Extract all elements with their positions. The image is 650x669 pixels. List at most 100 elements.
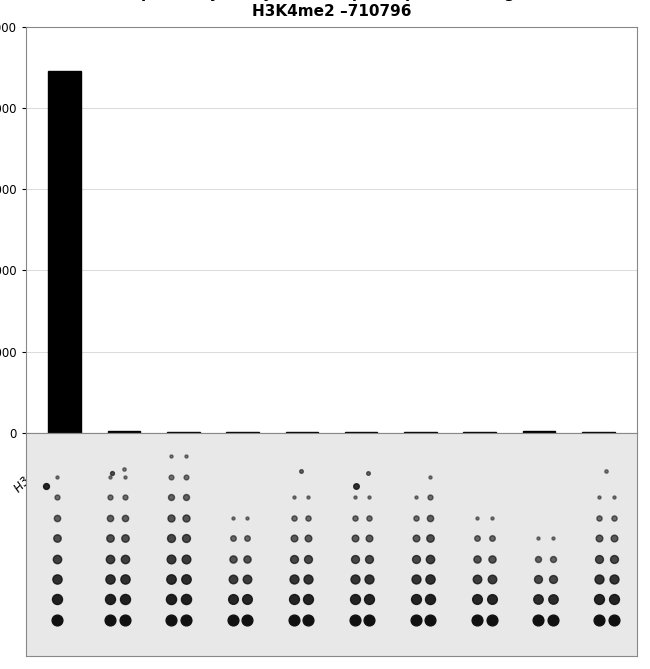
Point xyxy=(289,492,299,502)
Point xyxy=(289,573,299,584)
Point xyxy=(227,594,238,605)
Point xyxy=(242,615,252,626)
Point xyxy=(181,553,191,564)
Point xyxy=(351,481,361,492)
Point xyxy=(181,594,191,605)
Point xyxy=(364,512,374,523)
Point xyxy=(51,594,62,605)
Bar xyxy=(463,432,496,433)
Point xyxy=(364,615,374,626)
Point xyxy=(166,492,177,502)
Point xyxy=(350,533,360,543)
Point xyxy=(289,553,299,564)
Point xyxy=(107,468,117,478)
Point xyxy=(120,594,130,605)
Point xyxy=(120,573,130,584)
Point xyxy=(303,553,313,564)
Point xyxy=(227,533,238,543)
Point xyxy=(51,553,62,564)
Point xyxy=(425,553,436,564)
Point xyxy=(242,533,252,543)
Point xyxy=(533,573,543,584)
Point xyxy=(350,553,360,564)
Point xyxy=(105,512,116,523)
Point xyxy=(350,573,360,584)
Point xyxy=(363,468,373,478)
Point xyxy=(594,533,604,543)
Point xyxy=(425,533,436,543)
Point xyxy=(411,615,421,626)
Point xyxy=(166,451,177,462)
Point xyxy=(594,594,604,605)
Point xyxy=(303,492,313,502)
Point xyxy=(533,594,543,605)
Point xyxy=(364,573,374,584)
Point xyxy=(425,594,436,605)
Point xyxy=(486,553,497,564)
Point xyxy=(425,615,436,626)
Point xyxy=(411,512,421,523)
Point xyxy=(181,573,191,584)
Point xyxy=(608,615,619,626)
Point xyxy=(303,594,313,605)
Point xyxy=(166,553,177,564)
Point xyxy=(486,512,497,523)
Point xyxy=(120,492,130,502)
Point xyxy=(181,615,191,626)
Point xyxy=(51,615,62,626)
Point xyxy=(364,492,374,502)
Point xyxy=(350,615,360,626)
Bar xyxy=(48,72,81,433)
Point xyxy=(547,533,558,543)
Point xyxy=(166,615,177,626)
Point xyxy=(425,492,436,502)
Point xyxy=(594,512,604,523)
Point xyxy=(425,471,436,482)
Point xyxy=(303,615,313,626)
Point xyxy=(181,512,191,523)
Point xyxy=(181,492,191,502)
Bar xyxy=(523,432,556,433)
Point xyxy=(166,471,177,482)
Point xyxy=(242,553,252,564)
Point xyxy=(289,512,299,523)
Point xyxy=(181,533,191,543)
Point xyxy=(608,512,619,523)
X-axis label: Modification: Modification xyxy=(291,506,372,518)
Point xyxy=(364,533,374,543)
Point xyxy=(242,594,252,605)
Point xyxy=(296,466,306,476)
Point xyxy=(227,512,238,523)
Point xyxy=(486,533,497,543)
Bar xyxy=(404,432,437,433)
Point xyxy=(120,512,130,523)
Point xyxy=(411,492,421,502)
Point xyxy=(350,492,360,502)
Point xyxy=(411,533,421,543)
Point xyxy=(166,573,177,584)
Point xyxy=(594,615,604,626)
Point xyxy=(289,533,299,543)
Bar xyxy=(107,431,140,433)
Point xyxy=(594,492,604,502)
Point xyxy=(608,573,619,584)
Point xyxy=(594,573,604,584)
Point xyxy=(242,573,252,584)
Bar xyxy=(345,432,378,433)
Point xyxy=(547,615,558,626)
Point xyxy=(51,533,62,543)
Point xyxy=(608,533,619,543)
Point xyxy=(601,466,612,476)
Point xyxy=(547,594,558,605)
Point xyxy=(289,594,299,605)
Point xyxy=(472,553,482,564)
Point xyxy=(51,573,62,584)
Point xyxy=(608,553,619,564)
Point xyxy=(411,594,421,605)
Point xyxy=(608,594,619,605)
Point xyxy=(411,573,421,584)
Point xyxy=(105,492,116,502)
Point xyxy=(350,512,360,523)
Point xyxy=(51,512,62,523)
Point xyxy=(40,481,51,492)
